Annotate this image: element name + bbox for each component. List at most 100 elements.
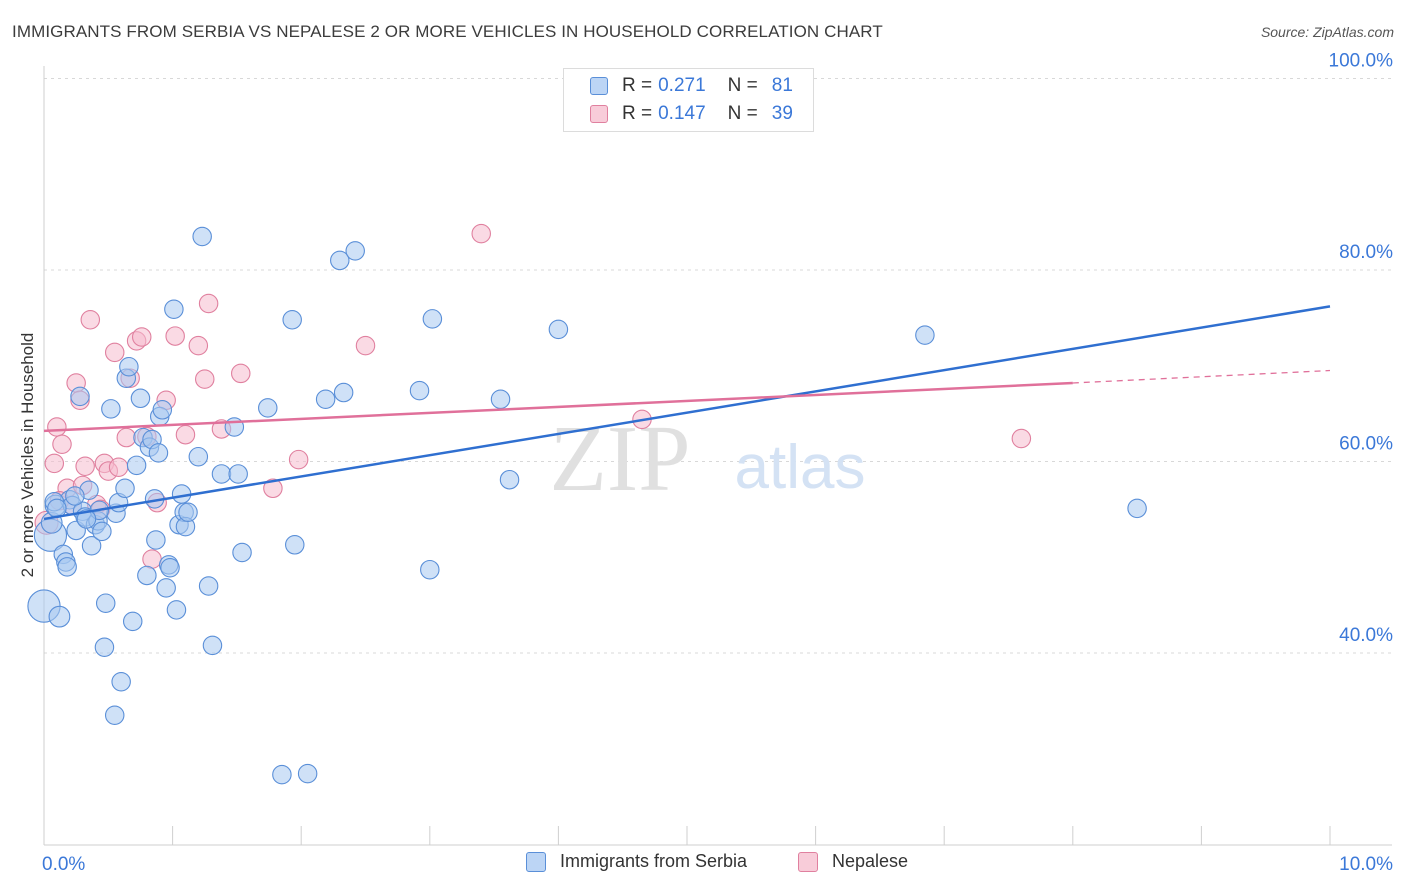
serbia-point-64 [315,389,336,410]
nepalese-point-2 [47,417,67,437]
serbia-n-label: N = [727,75,758,96]
nepalese-point-30 [231,363,251,384]
serbia-point-43 [160,558,180,578]
serbia-point-54 [202,635,223,656]
nepalese-point-16 [116,427,137,448]
y-tick-label-40: 40.0% [1339,625,1393,646]
axes [43,66,1392,846]
serbia-point-40 [152,400,173,420]
serbia-swatch [590,77,608,95]
serbia-point-4 [48,605,71,628]
serbia-point-55 [211,464,232,484]
serbia-point-20 [94,637,115,658]
serbia-point-75 [1127,498,1147,519]
serbia-point-7 [57,557,77,577]
serbia-point-29 [126,455,147,476]
serbia-r-label: R = [622,75,653,96]
legend-item-nepalese[interactable]: Nepalese [798,851,908,872]
nepalese-r-label: R = [622,103,653,124]
serbia-legend-swatch [526,851,546,872]
nepalese-point-28 [198,293,219,314]
serbia-r-value: 0.271 [658,75,706,96]
nepalese-trend-extension [1072,369,1331,384]
nepalese-point-27 [195,369,215,389]
nepalese-point-9 [80,310,101,330]
legend-row-serbia: R = 0.271 N = 81 [590,72,793,100]
serbia-point-41 [156,578,176,598]
source-label: Source: ZipAtlas.com [1260,24,1394,40]
nepalese-r-value: 0.147 [658,103,706,124]
nepalese-point-26 [188,335,209,356]
serbia-point-37 [146,530,166,550]
nepalese-legend-swatch [798,851,818,872]
serbia-trend-line [43,305,1331,521]
series-legend: Immigrants from Serbia Nepalese [0,851,1406,879]
trend-lines [43,305,1331,521]
serbia-point-69 [420,559,440,580]
serbia-point-18 [92,521,112,542]
nepalese-point-25 [175,424,196,445]
serbia-point-45 [166,600,187,620]
legend-item-serbia[interactable]: Immigrants from Serbia [526,851,747,872]
serbia-point-28 [122,611,143,632]
nepalese-point-8 [75,456,95,477]
nepalese-point-3 [52,434,72,455]
nepalese-point-24 [165,326,185,346]
serbia-point-67 [345,241,365,261]
serbia-point-52 [192,226,212,247]
nepalese-point-32 [288,449,309,470]
serbia-point-25 [115,478,135,499]
serbia-point-31 [130,388,151,409]
serbia-point-62 [285,535,305,555]
nepalese-point-31 [263,478,283,499]
serbia-point-74 [915,325,935,345]
serbia-point-79 [65,486,85,506]
serbia-point-57 [228,464,248,484]
serbia-point-44 [164,299,184,320]
nepalese-point-1 [44,453,65,474]
tick-labels: 100.0% 80.0% 60.0% 40.0% 0.0% 10.0% [42,51,1393,876]
serbia-point-66 [333,382,354,403]
correlation-legend: R = 0.271 N = 81 R = 0.147 N = 39 [563,68,814,132]
nepalese-point-36 [1011,428,1032,449]
serbia-point-38 [148,443,169,463]
y-tick-label-100: 100.0% [1329,51,1394,72]
serbia-point-72 [499,469,520,490]
serbia-point-60 [272,764,292,785]
nepalese-n-label: N = [727,103,758,124]
serbia-point-80 [76,509,97,529]
serbia-point-71 [490,389,511,410]
serbia-point-33 [137,565,157,586]
serbia-point-27 [119,356,139,377]
serbia-point-61 [282,310,302,330]
x-tick-label-left: 0.0% [42,854,85,875]
serbia-point-51 [188,446,209,467]
serbia-point-63 [297,763,318,784]
nepalese-n-value: 39 [771,103,793,124]
serbia-point-15 [81,536,102,556]
nepalese-point-14 [104,342,125,363]
serbia-points [27,226,1147,785]
serbia-point-65 [330,250,350,271]
serbia-point-19 [95,593,116,613]
serbia-point-59 [258,398,278,418]
serbia-point-11 [70,386,90,407]
serbia-point-50 [178,502,198,522]
serbia-legend-label: Immigrants from Serbia [560,851,748,871]
serbia-point-53 [198,576,219,596]
serbia-point-24 [111,671,131,692]
nepalese-point-19 [131,327,152,347]
nepalese-point-15 [108,457,129,477]
nepalese-point-21 [142,549,162,569]
nepalese-swatch [590,105,608,123]
y-tick-label-60: 60.0% [1339,434,1393,455]
nepalese-trend-line [43,381,1073,433]
serbia-point-70 [422,309,443,329]
y-axis-label: 2 or more Vehicles in Household [18,332,37,578]
nepalese-legend-label: Nepalese [832,851,909,871]
serbia-point-21 [101,399,121,419]
y-tick-label-80: 80.0% [1339,242,1393,263]
chart-title: IMMIGRANTS FROM SERBIA VS NEPALESE 2 OR … [12,22,883,41]
serbia-point-58 [232,542,252,563]
